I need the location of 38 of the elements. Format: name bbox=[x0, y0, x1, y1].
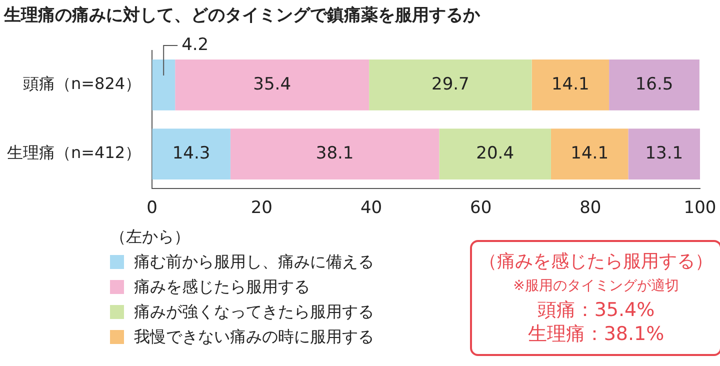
text: 生理痛：38.1% bbox=[526, 322, 666, 346]
bar bbox=[152, 128, 230, 180]
x-tick-label: 60 bbox=[470, 198, 492, 218]
chart-title: 生理痛の痛みに対して、どのタイミングで鎮痛薬を服用するか bbox=[3, 6, 481, 26]
data-label: 13.1 bbox=[645, 143, 684, 164]
text: 頭痛：35.4% bbox=[536, 298, 656, 322]
bar bbox=[369, 60, 532, 110]
bar bbox=[550, 128, 628, 180]
legend-label: 痛む前から服用し、痛みに備える bbox=[134, 251, 374, 273]
bar bbox=[532, 60, 610, 110]
legend-label: 痛みが強くなってきたら服用する bbox=[134, 301, 374, 323]
text: ※服用のタイミングが適切 bbox=[512, 277, 680, 296]
data-label: 16.5 bbox=[635, 74, 674, 94]
legend-label: 我慢できない痛みの時に服用する bbox=[134, 326, 374, 348]
x-tick-label: 20 bbox=[250, 198, 272, 218]
bar bbox=[628, 128, 700, 180]
data-label: 14.1 bbox=[551, 74, 590, 94]
bar bbox=[439, 128, 551, 180]
legend-title: （左から） bbox=[110, 226, 191, 248]
data-label: 38.1 bbox=[316, 143, 354, 164]
bar bbox=[175, 60, 370, 110]
legend-label: 痛みを感じたら服用する bbox=[134, 276, 310, 298]
text: （痛みを感じたら服用する） bbox=[478, 250, 714, 274]
bar bbox=[152, 60, 176, 110]
y-tick-label: 頭痛（n=824） bbox=[22, 74, 142, 94]
x-tick-label: 0 bbox=[146, 198, 158, 218]
data-label: 4.2 bbox=[182, 34, 209, 55]
data-label: 20.4 bbox=[476, 143, 514, 164]
data-label: 29.7 bbox=[431, 74, 470, 94]
x-tick-label: 40 bbox=[360, 198, 382, 218]
bar bbox=[230, 128, 440, 180]
x-tick-label: 100 bbox=[684, 198, 716, 218]
data-label: 35.4 bbox=[253, 74, 292, 94]
y-tick-label: 生理痛（n=412） bbox=[6, 143, 142, 162]
data-label: 14.1 bbox=[570, 143, 609, 164]
bar bbox=[609, 60, 700, 110]
x-tick-label: 80 bbox=[580, 198, 602, 218]
data-label: 14.3 bbox=[172, 143, 210, 164]
